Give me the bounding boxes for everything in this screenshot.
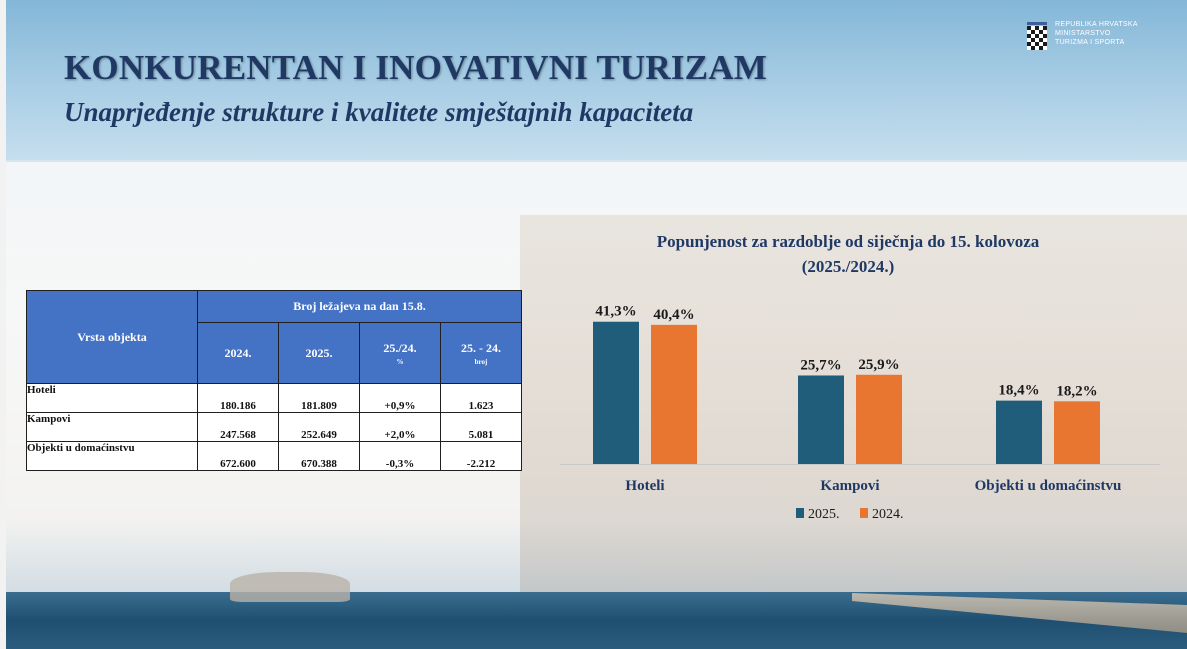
logo-line: REPUBLIKA HRVATSKA: [1055, 21, 1138, 28]
coat-of-arms-icon: [1027, 22, 1047, 50]
table-header-group: Broj ležajeva na dan 15.8.: [197, 289, 522, 324]
bar-2024: [856, 374, 902, 464]
category-label: Objekti u domaćinstvu: [975, 478, 1122, 494]
category-label: Kampovi: [820, 478, 879, 494]
logo-line: MINISTARSTVO: [1055, 30, 1111, 37]
cell-pct: +2,0%: [359, 412, 441, 442]
rock-background: [230, 572, 350, 602]
chart-title-line: Popunjenost za razdoblje od siječnja do …: [656, 232, 1040, 251]
row-label: Hoteli: [26, 383, 198, 413]
chart-title-line: (2025./2024.): [801, 257, 895, 276]
table-header-col: 2025.: [278, 322, 360, 384]
page-subtitle: Unaprjeđenje strukture i kvalitete smješ…: [64, 97, 694, 127]
cell-diff: 5.081: [440, 412, 522, 442]
legend-swatch: [796, 508, 804, 518]
legend-label: 2025.: [808, 507, 840, 522]
page-title: KONKURENTAN I INOVATIVNI TURIZAM: [64, 48, 767, 87]
col-note: %: [396, 357, 404, 366]
col-label: 25. - 24.: [461, 340, 501, 355]
table-header-col: 2024.: [197, 322, 279, 384]
cell-2024: 180.186: [197, 383, 279, 413]
cell-pct: -0,3%: [359, 441, 441, 471]
cell-pct: +0,9%: [359, 383, 441, 413]
table-row: Hoteli 180.186 181.809 +0,9% 1.623: [26, 383, 522, 413]
cell-2024: 247.568: [197, 412, 279, 442]
chart-title: Popunjenost za razdoblje od siječnja do …: [598, 229, 1098, 279]
cell-diff: -2.212: [440, 441, 522, 471]
beds-table: Vrsta objekta Broj ležajeva na dan 15.8.…: [26, 289, 522, 471]
data-label: 40,4%: [653, 307, 694, 323]
cell-2025: 181.809: [278, 383, 360, 413]
col-label: 2025.: [305, 345, 333, 360]
table-row: Objekti u domaćinstvu 672.600 670.388 -0…: [26, 441, 522, 471]
bar-2024: [651, 324, 697, 464]
logo-line: TURIZMA I SPORTA: [1055, 39, 1125, 46]
table-header-col: 25. - 24. broj: [440, 322, 522, 384]
bar-2024: [1054, 401, 1100, 464]
bar-2025: [798, 375, 844, 464]
left-edge: [0, 0, 6, 649]
bar-2025: [996, 400, 1042, 464]
cell-2025: 670.388: [278, 441, 360, 471]
data-label: 18,2%: [1056, 383, 1097, 399]
data-label: 25,7%: [800, 357, 841, 373]
row-label: Kampovi: [26, 412, 198, 442]
occupancy-bar-chart: 41,3% 40,4% Hoteli 25,7% 25,9% Kampovi 18,4% 18…: [560, 304, 1160, 522]
legend-label: 2024.: [872, 507, 904, 522]
table-row: Kampovi 247.568 252.649 +2,0% 5.081: [26, 412, 522, 442]
data-label: 41,3%: [595, 304, 636, 320]
data-label: 25,9%: [858, 357, 899, 373]
table-header-col: 25./24.%: [359, 322, 441, 384]
data-label: 18,4%: [998, 383, 1039, 399]
bar-2025: [593, 321, 639, 464]
category-label: Hoteli: [625, 478, 664, 494]
col-label: 2024.: [224, 345, 252, 360]
col-label: 25./24.: [383, 340, 417, 355]
row-label: Objekti u domaćinstvu: [26, 441, 198, 471]
legend-swatch: [860, 508, 868, 518]
table-header-type: Vrsta objekta: [26, 290, 198, 384]
cell-diff: 1.623: [440, 383, 522, 413]
cell-2024: 672.600: [197, 441, 279, 471]
cell-2025: 252.649: [278, 412, 360, 442]
col-note: broj: [474, 357, 488, 366]
ministry-logo-text: REPUBLIKA HRVATSKA MINISTARSTVO TURIZMA …: [1055, 20, 1138, 47]
header-band: [0, 0, 1187, 160]
